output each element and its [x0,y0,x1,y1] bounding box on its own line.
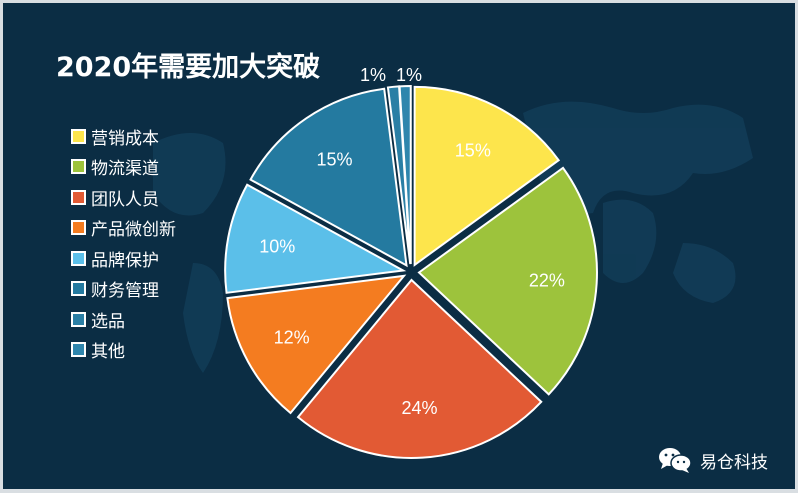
wechat-icon [659,448,692,473]
legend-swatch [71,189,86,205]
legend-swatch [71,250,86,266]
legend-label: 选品 [91,311,125,332]
watermark: 易仓科技 [658,447,768,473]
legend-item: 团队人员 [71,182,176,213]
legend-item: 其他 [71,335,176,366]
legend-item: 品牌保护 [71,243,176,274]
legend-label: 其他 [91,342,125,363]
pie-slice [249,87,408,268]
legend-item: 财务管理 [71,274,176,305]
legend-item: 物流渠道 [71,152,176,183]
legend-swatch [71,159,86,175]
legend: 营销成本物流渠道团队人员产品微创新品牌保护财务管理选品其他 [71,121,176,365]
pie-slice [413,85,561,267]
data-label: 24% [402,398,438,418]
legend-swatch [71,311,86,327]
chart-title: 2020年需要加大突破 [56,52,321,83]
chart-frame: 15% 22% 24% 12% 10% 15% 1% 1% 2020年需要加大突破 营销成本物… [3,3,795,489]
pie-slice [398,85,412,265]
legend-label: 营销成本 [91,128,159,149]
watermark-text: 易仓科技 [700,452,768,473]
data-label: 15% [316,149,352,169]
pie-slice [224,183,407,294]
legend-swatch [71,281,86,297]
legend-label: 品牌保护 [91,250,159,271]
data-label: 22% [529,271,565,291]
legend-label: 产品微创新 [91,220,176,241]
legend-swatch [71,220,86,236]
pie-chart: 15% 22% 24% 12% 10% 15% 1% 1% [224,65,598,459]
legend-item: 产品微创新 [71,213,176,244]
data-label: 1% [360,65,386,85]
legend-swatch [71,342,86,358]
pie-slice [417,166,598,396]
legend-item: 选品 [71,304,176,335]
data-label: 15% [455,141,491,161]
legend-label: 团队人员 [91,189,159,210]
background-map [153,101,753,373]
data-label: 12% [274,328,310,348]
legend-swatch [71,128,86,144]
legend-item: 营销成本 [71,121,176,152]
legend-label: 物流渠道 [91,159,159,180]
data-label: 10% [259,236,295,256]
legend-label: 财务管理 [91,281,159,302]
pie-slice [226,274,407,415]
pie-slice [296,278,543,459]
data-label: 1% [396,65,422,85]
